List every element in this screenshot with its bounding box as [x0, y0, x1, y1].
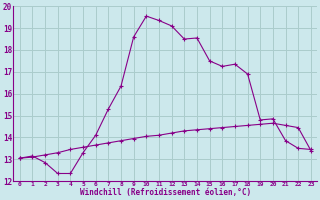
X-axis label: Windchill (Refroidissement éolien,°C): Windchill (Refroidissement éolien,°C): [80, 188, 251, 197]
